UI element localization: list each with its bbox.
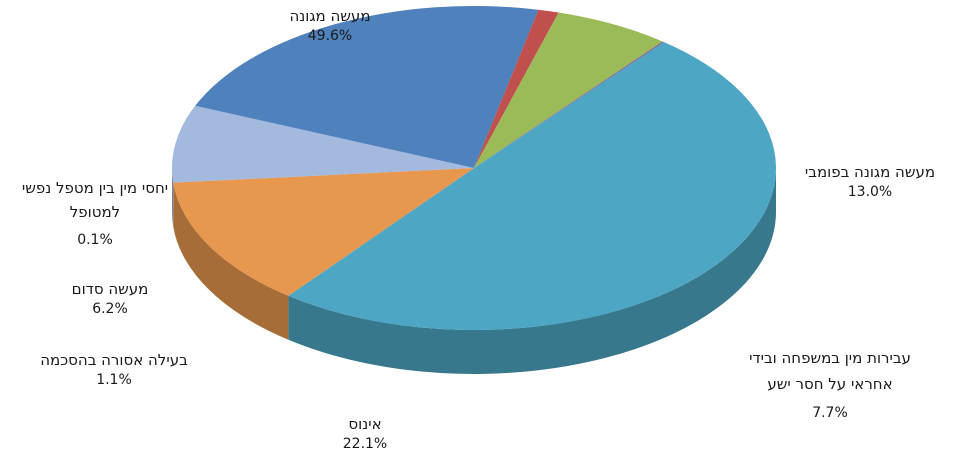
label-slice-6-value: 0.1% (77, 232, 113, 248)
label-slice-4-name: בעילה אסורה בהסכמה (40, 351, 188, 369)
slice-0 (288, 42, 776, 330)
label-slice-0: מעשה מגונה 49.6% (210, 6, 450, 46)
slice-6 (474, 41, 665, 169)
label-slice-3: אינוס 22.1% (300, 414, 430, 454)
label-slice-6-name: יחסי מין בין מטפל נפשי למטופל (21, 179, 169, 221)
label-slice-5-name: מעשה סדום (71, 280, 149, 298)
label-slice-4: בעילה אסורה בהסכמה 1.1% (4, 350, 224, 390)
slice-side-0 (288, 168, 776, 374)
slice-5 (474, 12, 663, 168)
label-slice-2-value: 7.7% (812, 405, 848, 421)
slice-2 (172, 105, 474, 183)
label-slice-5-value: 6.2% (92, 301, 128, 317)
label-slice-1-name: מעשה מגונה בפומבי (804, 163, 936, 181)
pie-top-faces (172, 5, 776, 330)
label-slice-6: יחסי מין בין מטפל נפשי למטופל 0.1% (0, 176, 190, 250)
label-slice-0-value: 49.6% (307, 28, 353, 44)
slice-side-1 (173, 182, 289, 340)
label-slice-1: מעשה מגונה בפומבי 13.0% (780, 162, 960, 202)
pie-side-walls (172, 168, 776, 374)
label-slice-5: מעשה סדום 6.2% (30, 279, 190, 319)
slice-side-2 (172, 168, 174, 227)
label-slice-3-value: 22.1% (342, 436, 388, 452)
label-slice-3-name: אינוס (348, 415, 382, 433)
slice-4 (474, 9, 559, 169)
label-slice-0-name: מעשה מגונה (289, 7, 371, 25)
slice-3 (195, 5, 539, 168)
label-slice-1-value: 13.0% (847, 184, 893, 200)
label-slice-2: עבירות מין במשפחה ובידי אחראי על חסר ישע… (715, 345, 945, 423)
slice-1 (173, 168, 474, 296)
label-slice-2-name: עבירות מין במשפחה ובידי אחראי על חסר ישע (749, 349, 911, 393)
label-slice-4-value: 1.1% (96, 372, 132, 388)
